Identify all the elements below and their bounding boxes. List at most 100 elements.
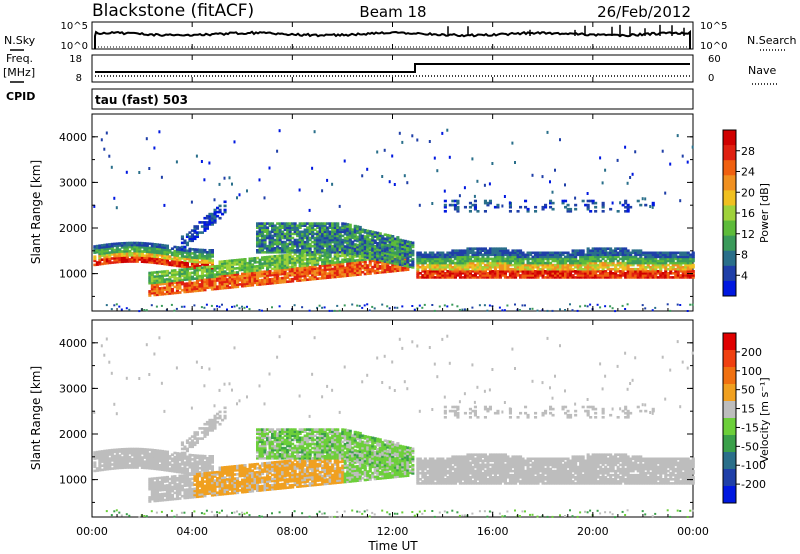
power-cell bbox=[626, 259, 630, 263]
power-cell bbox=[491, 259, 495, 263]
power-cell bbox=[286, 242, 290, 246]
power-cell bbox=[378, 256, 382, 260]
power-cell bbox=[258, 270, 262, 274]
velocity-cell bbox=[135, 464, 139, 467]
power-cell bbox=[128, 249, 132, 253]
power-cell bbox=[649, 274, 653, 277]
power-cell bbox=[198, 289, 202, 292]
power-cell bbox=[313, 130, 316, 134]
power-cell bbox=[503, 276, 507, 279]
power-cell bbox=[664, 255, 668, 259]
power-cell bbox=[323, 268, 327, 272]
power-cell bbox=[441, 270, 445, 273]
power-cell bbox=[175, 285, 179, 288]
power-cell bbox=[546, 257, 550, 261]
power-cell bbox=[278, 232, 282, 236]
power-cell bbox=[333, 226, 337, 229]
power-cell bbox=[210, 263, 214, 266]
power-cell bbox=[291, 236, 295, 240]
power-cell bbox=[629, 251, 633, 255]
power-cell bbox=[170, 263, 174, 267]
power-cell bbox=[644, 255, 648, 259]
power-cell bbox=[616, 276, 620, 279]
power-cell bbox=[511, 141, 514, 145]
power-cell bbox=[473, 194, 476, 198]
power-cell bbox=[574, 265, 578, 269]
power-cell bbox=[561, 272, 565, 275]
power-cell bbox=[586, 261, 590, 265]
velocity-cell bbox=[120, 456, 124, 459]
power-cell bbox=[443, 205, 447, 209]
power-cell bbox=[393, 252, 397, 255]
power-cell bbox=[283, 224, 287, 227]
power-cell bbox=[226, 263, 230, 267]
velocity-cell bbox=[185, 475, 189, 479]
power-cell bbox=[308, 272, 312, 275]
power-cell bbox=[471, 259, 475, 263]
power-cell bbox=[571, 259, 575, 263]
power-cell bbox=[323, 306, 326, 309]
power-cell bbox=[128, 260, 132, 263]
power-cell bbox=[266, 244, 270, 248]
power-cell bbox=[205, 255, 209, 258]
power-cell bbox=[624, 267, 628, 271]
power-cell bbox=[466, 249, 470, 252]
power-cell bbox=[288, 259, 292, 263]
power-cell bbox=[278, 270, 282, 274]
power-cell bbox=[288, 257, 292, 261]
power-cell bbox=[408, 243, 412, 246]
power-cell bbox=[138, 241, 142, 245]
power-cell bbox=[566, 270, 570, 273]
velocity-cell bbox=[158, 451, 162, 455]
power-cell bbox=[221, 284, 225, 288]
power-cell bbox=[576, 261, 580, 265]
velocity-cell bbox=[125, 513, 128, 516]
power-cell bbox=[486, 203, 490, 207]
power-cell bbox=[286, 249, 290, 252]
velocity-cell bbox=[108, 461, 112, 464]
power-cell bbox=[391, 235, 395, 238]
power-cell bbox=[529, 270, 533, 273]
velocity-cell bbox=[150, 450, 154, 454]
power-cell bbox=[160, 256, 164, 259]
power-cell bbox=[288, 246, 292, 250]
power-cell bbox=[231, 305, 233, 308]
power-cell bbox=[584, 263, 588, 267]
power-cell bbox=[143, 246, 147, 249]
power-cell bbox=[125, 170, 128, 174]
power-cell bbox=[541, 263, 545, 267]
velocity-cell bbox=[183, 474, 187, 477]
velocity-cell bbox=[143, 464, 147, 468]
power-cell bbox=[301, 306, 304, 309]
power-cell bbox=[273, 265, 277, 268]
power-cell bbox=[416, 272, 420, 275]
power-cell bbox=[481, 259, 485, 263]
velocity-cell bbox=[98, 468, 102, 472]
power-cell bbox=[145, 252, 149, 256]
velocity-cell bbox=[115, 450, 119, 453]
power-cell bbox=[246, 282, 250, 285]
power-cell bbox=[381, 270, 385, 274]
power-cell bbox=[366, 246, 370, 249]
power-cell bbox=[406, 181, 409, 185]
power-cell bbox=[371, 269, 375, 273]
power-cell bbox=[103, 245, 107, 249]
power-cell bbox=[200, 257, 204, 260]
power-cell bbox=[286, 226, 290, 229]
power-cell bbox=[278, 240, 282, 244]
power-cell bbox=[333, 271, 337, 275]
power-cell bbox=[631, 255, 635, 259]
power-cell bbox=[183, 265, 187, 269]
power-cell bbox=[604, 276, 608, 279]
power-cell bbox=[361, 249, 365, 252]
power-cell bbox=[496, 255, 500, 259]
power-cell bbox=[599, 263, 603, 267]
power-cell bbox=[401, 251, 405, 255]
power-cell bbox=[599, 251, 603, 255]
power-cell bbox=[631, 172, 634, 176]
power-cell bbox=[669, 259, 673, 263]
power-cell bbox=[529, 263, 533, 267]
power-cell bbox=[666, 255, 670, 259]
power-cell bbox=[566, 259, 570, 263]
power-cell bbox=[441, 263, 445, 267]
